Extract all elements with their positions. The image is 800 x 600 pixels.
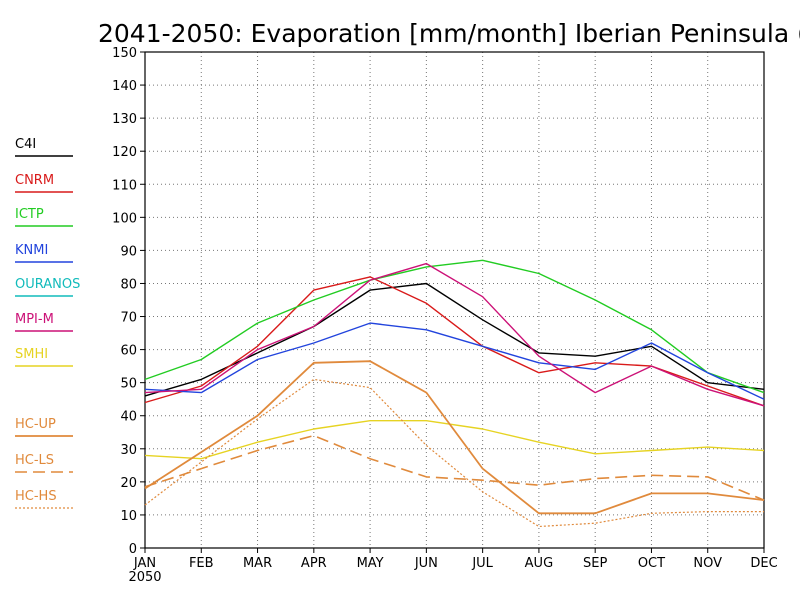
legend-label-cnrm: CNRM	[15, 173, 54, 188]
y-tick-label: 80	[120, 277, 137, 292]
x-tick-label: OCT	[638, 556, 665, 571]
chart-title: 2041-2050: Evaporation [mm/month] Iberia…	[98, 19, 800, 48]
series-line-cnrm	[144, 276, 765, 407]
x-tick-label: JUN	[414, 556, 438, 571]
x-tick-label: MAR	[243, 556, 272, 571]
grid	[145, 52, 764, 548]
y-tick-label: 100	[112, 211, 137, 226]
y-tick-label: 70	[120, 311, 137, 326]
y-tick-label: 90	[120, 244, 137, 259]
series-line-hc-ls	[144, 434, 765, 501]
legend-label-knmi: KNMI	[15, 243, 48, 258]
x-tick-label: NOV	[693, 556, 722, 571]
series-line-hc-hs	[144, 378, 764, 528]
series-line-knmi	[144, 322, 765, 400]
y-tick-label: 50	[120, 377, 137, 392]
y-tick-label: 140	[112, 79, 137, 94]
x-tick-label: JUL	[471, 556, 493, 571]
axes: 0 10 20 30 40 50 60 70 80 90 100 110 120 130 140 150 JAN…	[112, 46, 777, 585]
y-tick-label: 20	[120, 476, 137, 491]
series-line-smhi	[144, 420, 765, 460]
x-tick-label: APR	[301, 556, 327, 571]
y-tick-label: 130	[112, 112, 137, 127]
legend-label-ictp: ICTP	[15, 207, 44, 222]
legend-label-smhi: SMHI	[15, 347, 48, 362]
x-tick-label: JAN	[133, 556, 156, 571]
y-tick-label: 60	[120, 344, 137, 359]
y-tick-label: 120	[112, 145, 137, 160]
x-tick-label: FEB	[189, 556, 214, 571]
series-line-mpi-m	[144, 262, 765, 407]
legend-label-hc-ls: HC-LS	[15, 453, 54, 468]
y-tick-label: 0	[129, 542, 137, 557]
legend-label-ouranos: OURANOS	[15, 277, 80, 292]
series-line-ictp	[144, 259, 765, 394]
y-tick-label: 150	[112, 46, 137, 61]
plot-frame	[144, 51, 765, 549]
legend-label-mpi-m: MPI-M	[15, 312, 54, 327]
legend-label-hc-hs: HC-HS	[15, 489, 57, 504]
y-tick-label: 10	[120, 509, 137, 524]
x-tick-label: MAY	[357, 556, 384, 571]
legend-label-c4i: C4I	[15, 137, 36, 152]
y-tick-label: 30	[120, 443, 137, 458]
series-line-c4i	[144, 282, 765, 397]
y-tick-label: 40	[120, 410, 137, 425]
x-tick-label: AUG	[525, 556, 553, 571]
x-tick-label: DEC	[750, 556, 777, 571]
legend-label-hc-up: HC-UP	[15, 417, 56, 432]
x-tick-label: SEP	[583, 556, 607, 571]
series-line-hc-up	[144, 360, 765, 515]
x-year-label: 2050	[128, 570, 161, 585]
series-lines	[144, 259, 765, 528]
legend: C4I CNRM ICTP KNMI OURANOS MPI-M SMHI HC-UP HC-L…	[15, 137, 80, 509]
y-tick-label: 110	[112, 178, 137, 193]
